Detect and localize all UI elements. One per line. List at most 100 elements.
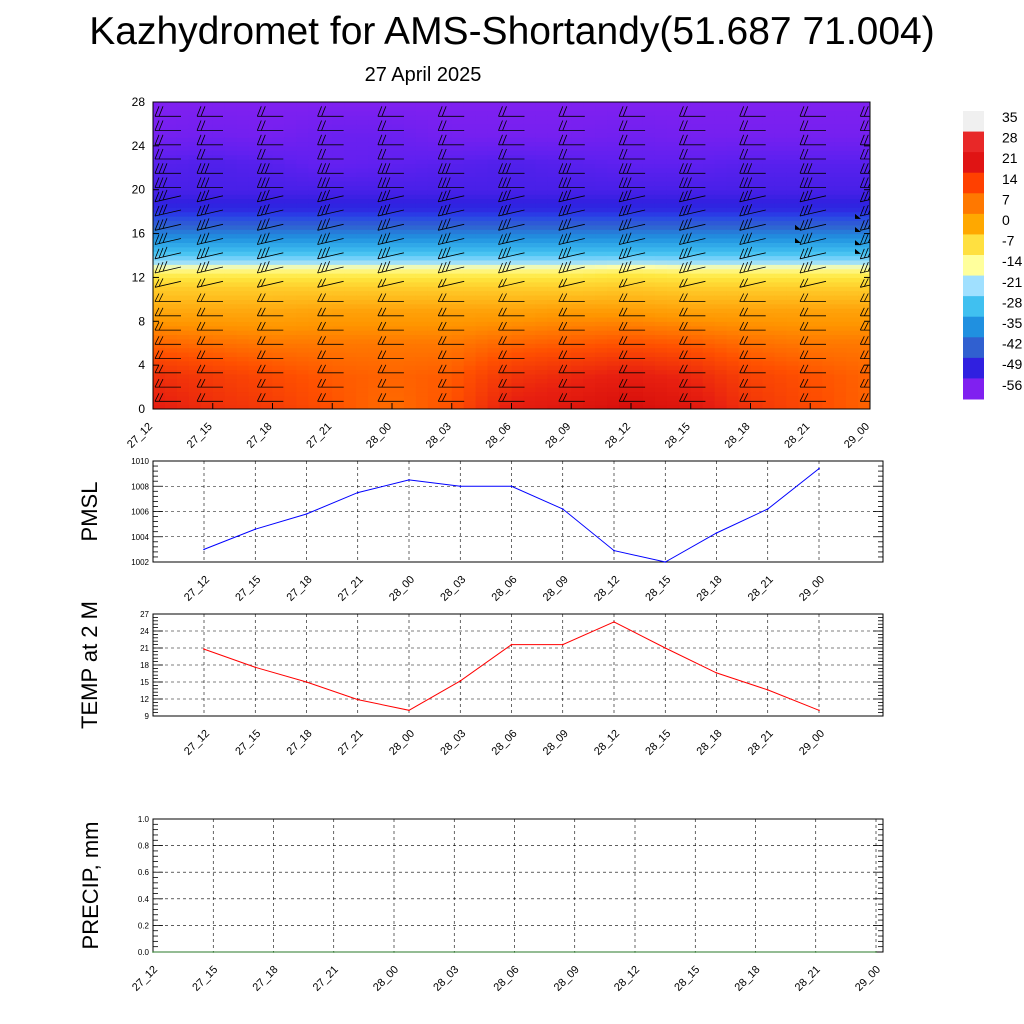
heatmap-cell — [786, 123, 799, 129]
heatmap-cell — [702, 273, 716, 279]
heatmap-cell — [344, 189, 357, 195]
heatmap-cell — [834, 242, 847, 248]
heatmap-cell — [284, 207, 297, 213]
heatmap-cell — [654, 316, 668, 322]
heatmap-cell — [451, 264, 465, 270]
heatmap-cell — [595, 154, 608, 160]
wind-barb-feather — [158, 247, 164, 259]
heatmap-cell — [224, 347, 238, 353]
heatmap-cell — [642, 106, 656, 112]
heatmap-cell — [595, 185, 608, 191]
wind-barb-feather — [317, 234, 322, 245]
heatmap-cell — [344, 338, 357, 344]
wind-barb-feather — [747, 204, 753, 215]
heatmap-cell — [236, 351, 250, 357]
heatmap-cell — [619, 145, 632, 151]
heatmap-cell — [248, 290, 262, 296]
heatmap-cell — [368, 141, 381, 147]
heatmap-cell — [834, 286, 847, 292]
wind-barb-feather — [558, 177, 564, 188]
heatmap-cell — [499, 198, 513, 204]
heatmap-cell — [296, 229, 309, 235]
heatmap-cell — [822, 132, 835, 138]
heatmap-cell — [547, 207, 560, 213]
heatmap-cell — [368, 207, 381, 213]
heatmap-cell — [475, 273, 489, 279]
heatmap-cell — [368, 356, 381, 362]
heatmap-cell — [810, 343, 823, 349]
heatmap-cell — [726, 119, 740, 125]
heatmap-cell — [188, 128, 202, 134]
heatmap-cell — [188, 273, 202, 279]
heatmap-cell — [583, 334, 596, 340]
heatmap-cell — [810, 154, 823, 160]
heatmap-cell — [463, 373, 477, 379]
heatmap-cell — [284, 334, 297, 340]
heatmap-cell — [260, 351, 274, 357]
heatmap-cell — [212, 264, 226, 270]
heatmap-cell — [798, 400, 811, 406]
heatmap-cell — [487, 141, 501, 147]
heatmap-cell — [344, 132, 357, 138]
heatmap-cell — [392, 189, 405, 195]
heatmap-cell — [547, 115, 560, 121]
wind-barb-feather — [626, 232, 632, 243]
heatmap-cell — [858, 365, 870, 371]
wind-barb-feather — [377, 293, 383, 302]
heatmap-cell — [607, 303, 620, 309]
heatmap-cell — [463, 286, 477, 292]
heatmap-cell — [858, 119, 870, 125]
heatmap-cell — [200, 294, 214, 300]
wind-barb-feather — [739, 134, 745, 145]
heatmap-cell — [559, 387, 572, 393]
heatmap-cell — [415, 185, 429, 191]
wind-barb-feather — [562, 177, 568, 188]
heatmap-cell — [726, 172, 740, 178]
heatmap-cell — [296, 220, 309, 226]
wind-barb-feather — [739, 248, 745, 259]
heatmap-cell — [499, 338, 513, 344]
heatmap-cell — [392, 259, 405, 265]
heatmap-cell — [320, 242, 333, 248]
heatmap-cell — [499, 251, 513, 257]
heatmap-cell — [188, 207, 202, 213]
heatmap-cell — [547, 145, 560, 151]
heatmap-cell — [451, 194, 465, 200]
heatmap-cell — [535, 264, 548, 270]
heatmap-cell — [248, 277, 262, 283]
heatmap-cell — [774, 224, 787, 230]
heatmap-cell — [774, 338, 787, 344]
heatmap-cell — [846, 202, 859, 208]
heatmap-cell — [511, 159, 525, 164]
heatmap-cell — [332, 343, 345, 349]
heatmap-cell — [631, 102, 644, 107]
wind-barb-feather — [566, 218, 572, 229]
heatmap-cell — [439, 264, 453, 270]
heatmap-cell — [762, 400, 775, 406]
heatmap-cell — [810, 286, 823, 292]
heatmap-cell — [858, 224, 870, 230]
heatmap-cell — [583, 343, 596, 349]
heatmap-cell — [499, 281, 513, 287]
heatmap-cell — [463, 163, 477, 169]
heatmap-cell — [427, 150, 441, 156]
heatmap-cell — [822, 211, 835, 217]
heatmap-cell — [631, 334, 644, 340]
heatmap-cell — [583, 338, 596, 344]
wind-barb-feather — [618, 191, 624, 202]
heatmap-cell — [750, 316, 764, 322]
heatmap-cell — [272, 255, 286, 261]
heatmap-cell — [356, 110, 369, 116]
heatmap-cell — [702, 373, 716, 379]
heatmap-cell — [750, 246, 764, 252]
wind-barb-feather — [683, 293, 688, 302]
heatmap-cell — [822, 369, 835, 375]
wind-barb-feather — [739, 106, 745, 117]
wind-barb-feather — [683, 120, 688, 131]
heatmap-cell — [475, 106, 489, 112]
heatmap-cell — [631, 378, 644, 384]
heatmap-cell — [571, 316, 584, 322]
heatmap-cell — [714, 150, 728, 156]
heatmap-cell — [822, 325, 835, 331]
wind-barb-feather — [381, 378, 387, 388]
